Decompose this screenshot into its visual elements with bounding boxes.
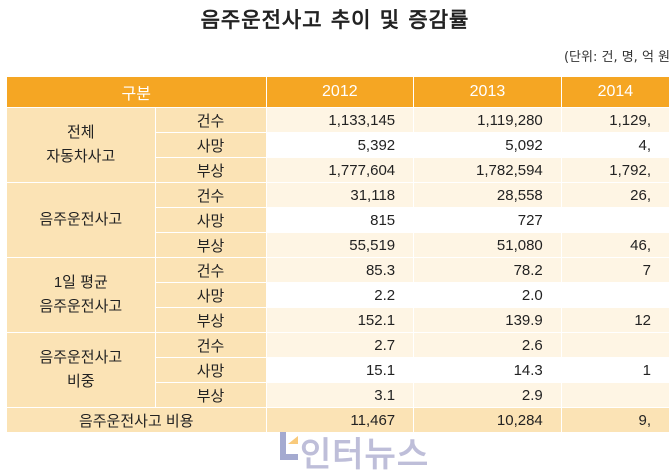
metric-label: 사망 [154,132,267,158]
metric-label: 건수 [154,257,267,283]
value-cell: 4, [560,132,670,158]
group-label: 1일 평균 음주운전사고 [6,257,156,333]
value-cell: 3.1 [265,382,415,408]
header-year: 2014 [560,76,670,108]
group-label: 음주운전사고 비중 [6,332,156,408]
watermark-logo-icon [280,432,298,460]
value-cell: 139.9 [413,307,562,333]
value-cell: 1,792, [560,157,670,183]
group-label: 전체 자동차사고 [6,107,156,183]
metric-label: 부상 [154,382,267,408]
table-row: 사망 5,392 5,092 4, [7,132,670,158]
value-cell: 152.1 [265,307,415,333]
value-cell: 10,284 [413,407,562,433]
group-label: 음주운전사고 [6,182,156,258]
cost-row: 음주운전사고 비용 11,467 10,284 9, [6,407,670,433]
value-cell: 9, [560,407,670,433]
metric-label: 건수 [154,107,267,133]
value-cell: 1,133,145 [265,107,415,133]
value-cell: 31,118 [265,182,415,208]
value-cell: 2.0 [413,282,562,308]
table-row: 사망 15.1 14.3 1 [7,357,670,383]
value-cell: 46, [560,232,670,258]
table-row: 사망 815 727 [7,207,670,233]
value-cell [560,332,670,358]
value-cell [560,282,670,308]
page-title: 음주운전사고 추이 및 증감률 [200,8,470,32]
value-cell: 55,519 [265,232,415,258]
value-cell: 12 [560,307,670,333]
value-cell: 1,119,280 [413,107,562,133]
header-year: 2013 [413,76,562,108]
metric-label: 부상 [154,157,267,183]
metric-label: 부상 [154,307,267,333]
table-row: 음주운전사고 건수 31,118 28,558 26, [6,182,670,258]
metric-label: 건수 [154,182,267,208]
value-cell: 7 [560,257,670,283]
value-cell: 15.1 [265,357,415,383]
value-cell: 28,558 [413,182,562,208]
table-row: 사망 2.2 2.0 [7,282,670,308]
value-cell [560,207,670,233]
value-cell: 1,777,604 [265,157,415,183]
metric-label: 사망 [154,357,267,383]
metric-label: 부상 [154,232,267,258]
table-row: 부상 1,777,604 1,782,594 1,792, [7,157,670,183]
value-cell: 11,467 [265,407,415,433]
header-category: 구분 [6,76,267,108]
value-cell: 815 [265,207,415,233]
header-year: 2012 [265,76,415,108]
metric-label: 사망 [154,207,267,233]
value-cell: 2.9 [413,382,562,408]
table-row: 부상 152.1 139.9 12 [7,307,670,333]
unit-note: (단위: 건, 명, 억 원 [563,50,670,65]
table-row: 전체 자동차사고 건수 1,133,145 1,119,280 1,129, [6,107,670,183]
value-cell: 85.3 [265,257,415,283]
stats-table: 구분 2012 2013 2014 전체 자동차사고 건수 1,133,145 1,1… [6,76,670,433]
value-cell [560,382,670,408]
value-cell: 1,782,594 [413,157,562,183]
value-cell: 1,129, [560,107,670,133]
value-cell: 2.7 [265,332,415,358]
metric-label: 사망 [154,282,267,308]
value-cell: 727 [413,207,562,233]
value-cell: 26, [560,182,670,208]
value-cell: 5,092 [413,132,562,158]
value-cell: 14.3 [413,357,562,383]
value-cell: 2.6 [413,332,562,358]
table-row: 음주운전사고 비중 건수 2.7 2.6 [6,332,670,408]
cost-label: 음주운전사고 비용 [6,407,267,433]
value-cell: 5,392 [265,132,415,158]
value-cell: 51,080 [413,232,562,258]
table-header-row: 구분 2012 2013 2014 [6,76,670,108]
watermark-text: 인터뉴스 [300,435,430,475]
value-cell: 1 [560,357,670,383]
metric-label: 건수 [154,332,267,358]
value-cell: 78.2 [413,257,562,283]
table-row: 1일 평균 음주운전사고 건수 85.3 78.2 7 [6,257,670,333]
value-cell: 2.2 [265,282,415,308]
